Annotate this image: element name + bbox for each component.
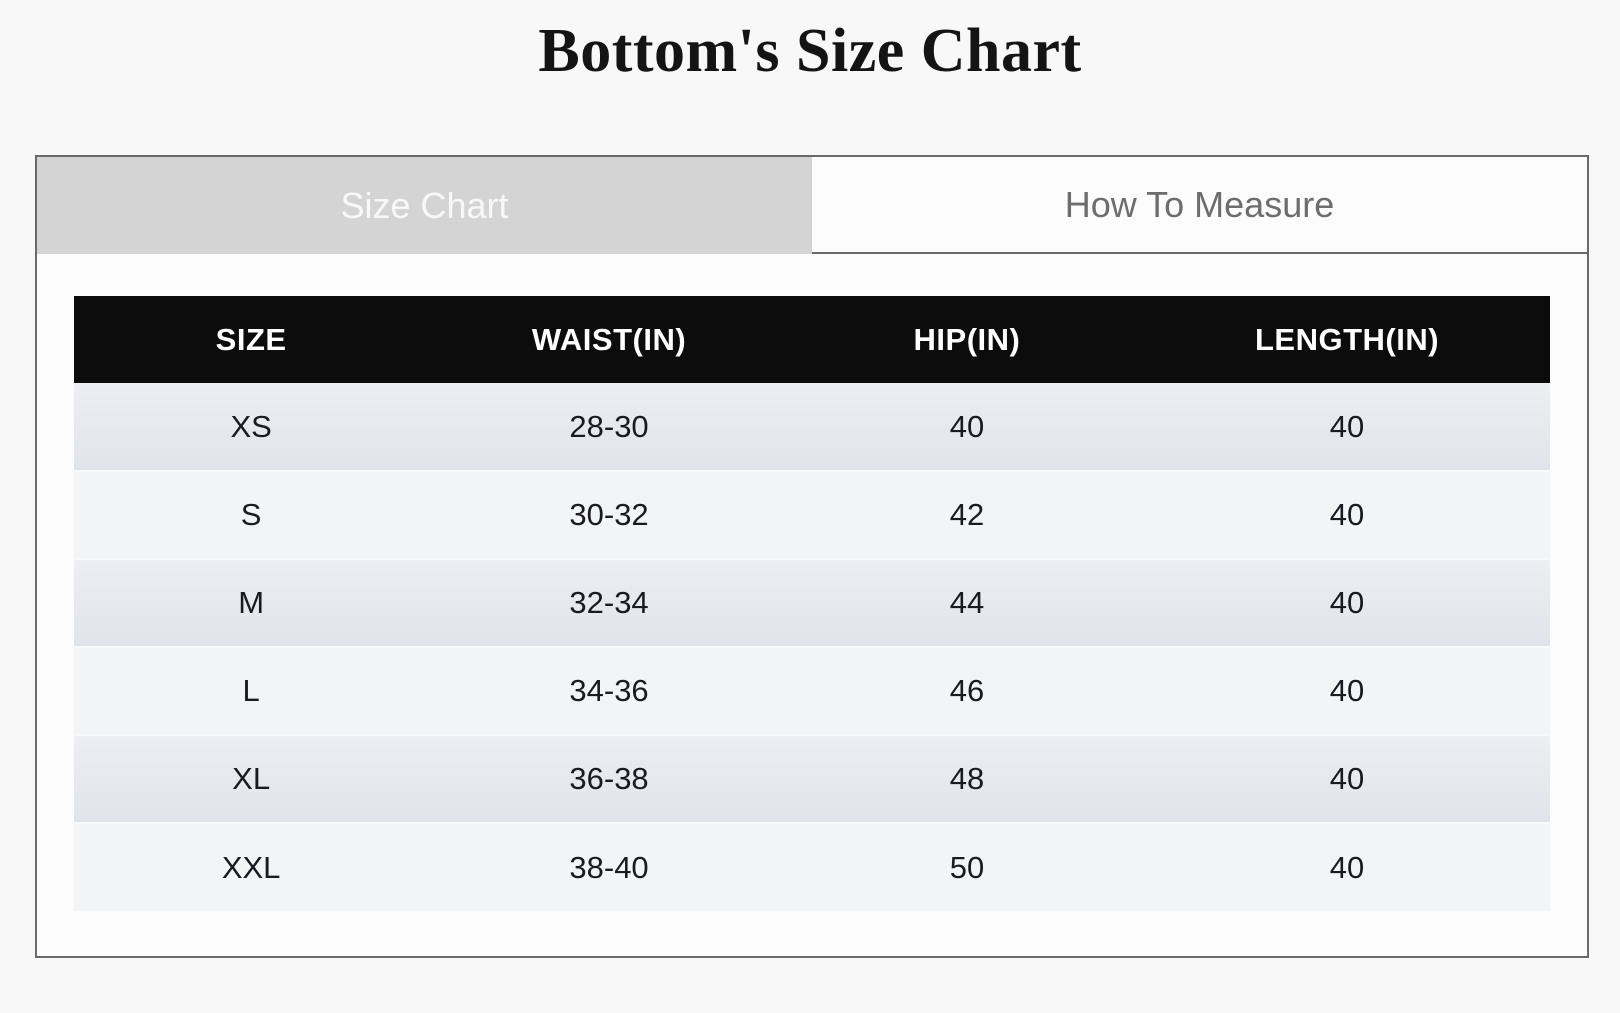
hip-cell: 46	[789, 646, 1145, 735]
length-cell: 40	[1144, 558, 1550, 647]
size-cell: XS	[74, 383, 429, 471]
tab-bar: Size Chart How To Measure	[37, 157, 1587, 254]
waist-cell: 30-32	[428, 470, 790, 559]
table-row: L 34-36 46 40	[74, 646, 1550, 735]
waist-cell: 28-30	[428, 383, 790, 471]
size-cell: XL	[74, 734, 429, 823]
column-header-waist: WAIST(IN)	[428, 296, 790, 383]
hip-cell: 40	[789, 383, 1145, 471]
hip-cell: 50	[789, 822, 1145, 911]
length-cell: 40	[1144, 470, 1550, 559]
tab-how-to-measure[interactable]: How To Measure	[812, 157, 1587, 254]
tab-size-chart-label: Size Chart	[340, 184, 509, 226]
table-row: XL 36-38 48 40	[74, 734, 1550, 823]
waist-cell: 34-36	[428, 646, 790, 735]
size-cell: M	[74, 558, 429, 647]
table-row: M 32-34 44 40	[74, 558, 1550, 647]
hip-cell: 48	[789, 734, 1145, 823]
table-row: S 30-32 42 40	[74, 470, 1550, 559]
column-header-size: SIZE	[74, 296, 429, 383]
size-table: SIZE WAIST(IN) HIP(IN) LENGTH(IN) XS 28-…	[74, 296, 1550, 911]
column-header-length: LENGTH(IN)	[1144, 296, 1550, 383]
size-table-container: SIZE WAIST(IN) HIP(IN) LENGTH(IN) XS 28-…	[37, 254, 1587, 911]
length-cell: 40	[1144, 734, 1550, 823]
size-cell: S	[74, 470, 429, 559]
page-title: Bottom's Size Chart	[538, 17, 1082, 85]
waist-cell: 36-38	[428, 734, 790, 823]
table-row: XXL 38-40 50 40	[74, 822, 1550, 911]
tab-size-chart[interactable]: Size Chart	[37, 157, 812, 254]
waist-cell: 32-34	[428, 558, 790, 647]
hip-cell: 42	[789, 470, 1145, 559]
table-row: XS 28-30 40 40	[74, 383, 1550, 471]
hip-cell: 44	[789, 558, 1145, 647]
tab-how-to-measure-label: How To Measure	[1064, 183, 1335, 225]
size-chart-panel: Size Chart How To Measure SIZE WAIST(IN)…	[35, 155, 1589, 958]
table-header-row: SIZE WAIST(IN) HIP(IN) LENGTH(IN)	[74, 296, 1550, 383]
column-header-hip: HIP(IN)	[789, 296, 1145, 383]
size-cell: L	[74, 646, 429, 735]
length-cell: 40	[1144, 383, 1550, 471]
length-cell: 40	[1144, 822, 1550, 911]
length-cell: 40	[1144, 646, 1550, 735]
waist-cell: 38-40	[428, 822, 790, 911]
size-cell: XXL	[74, 822, 429, 911]
